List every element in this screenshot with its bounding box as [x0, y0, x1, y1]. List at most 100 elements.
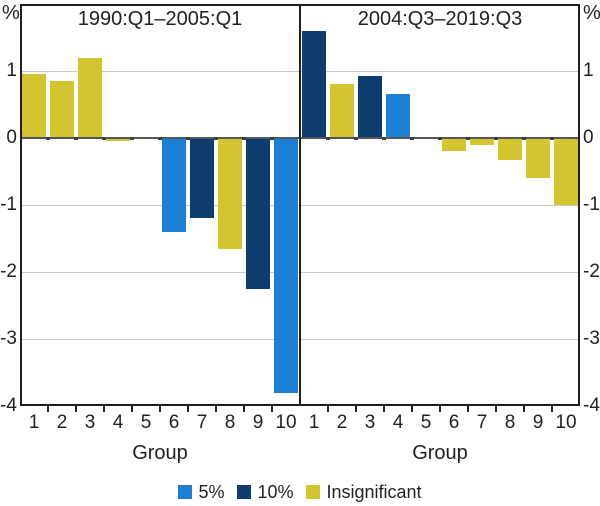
x-tick-label: 2	[56, 412, 68, 433]
x-tick-label: 10	[275, 412, 297, 433]
x-tick-label: 9	[252, 412, 264, 433]
x-tick-label: 5	[140, 412, 152, 433]
bar	[554, 138, 578, 205]
zero-axis-tick	[130, 136, 134, 140]
legend-swatch	[237, 485, 252, 499]
zero-axis-tick	[158, 136, 162, 140]
y-tick-label: -3	[583, 328, 600, 349]
zero-axis-tick	[102, 136, 106, 140]
zero-axis-tick	[242, 136, 246, 140]
bar	[190, 138, 214, 219]
bar	[162, 138, 186, 232]
legend-label: 5%	[198, 481, 225, 502]
legend-label: 10%	[257, 481, 294, 502]
zero-axis-tick	[382, 136, 386, 140]
y-tick-label: -4	[583, 395, 600, 416]
x-tick-label: 1	[28, 412, 40, 433]
bar	[106, 138, 130, 142]
panel-title-left: 1990:Q1–2005:Q1	[77, 8, 243, 30]
x-axis-tick	[159, 406, 161, 412]
bar	[330, 84, 354, 138]
zero-axis-tick	[550, 136, 554, 140]
x-axis-label-right: Group	[412, 442, 468, 464]
y-axis-unit-right: %	[583, 2, 600, 24]
zero-axis-tick	[186, 136, 190, 140]
bar	[302, 30, 326, 138]
legend-label: Insignificant	[326, 481, 422, 502]
y-tick-label: -1	[583, 194, 600, 215]
x-axis-tick	[271, 406, 273, 412]
x-tick-label: 4	[112, 412, 124, 433]
x-axis-tick	[355, 406, 357, 412]
y-tick-label: 1	[6, 60, 17, 81]
x-tick-label: 1	[308, 412, 320, 433]
x-axis-tick	[467, 406, 469, 412]
bar	[22, 74, 46, 138]
x-tick-label: 8	[224, 412, 236, 433]
zero-axis-tick	[410, 136, 414, 140]
y-tick-label: -3	[0, 328, 17, 349]
bar	[498, 138, 522, 161]
x-tick-label: 2	[336, 412, 348, 433]
x-axis-tick	[187, 406, 189, 412]
x-tick-label: 6	[168, 412, 180, 433]
panel-title-right: 2004:Q3–2019:Q3	[357, 8, 523, 30]
x-axis-label-left: Group	[132, 442, 188, 464]
bar	[470, 138, 494, 145]
x-tick-label: 7	[476, 412, 488, 433]
x-axis-tick	[523, 406, 525, 412]
y-tick-label: 0	[583, 127, 594, 148]
bar	[526, 138, 550, 179]
x-tick-label: 6	[448, 412, 460, 433]
y-tick-label: -2	[583, 261, 600, 282]
x-tick-label: 7	[196, 412, 208, 433]
x-tick-label: 9	[532, 412, 544, 433]
x-tick-label: 4	[392, 412, 404, 433]
x-axis-tick	[439, 406, 441, 412]
bar	[442, 138, 466, 152]
x-tick-label: 5	[420, 412, 432, 433]
x-axis-tick	[411, 406, 413, 412]
zero-axis-tick	[270, 136, 274, 140]
zero-axis-tick	[214, 136, 218, 140]
x-axis-tick	[243, 406, 245, 412]
bar	[78, 57, 102, 138]
zero-axis-tick	[326, 136, 330, 140]
bar	[218, 138, 242, 249]
zero-axis-tick	[438, 136, 442, 140]
bar	[386, 94, 410, 138]
bar	[274, 138, 298, 393]
x-axis-tick	[495, 406, 497, 412]
y-tick-label: 1	[583, 60, 594, 81]
zero-axis-tick	[466, 136, 470, 140]
bar	[358, 76, 382, 138]
y-tick-label: 0	[6, 127, 17, 148]
x-axis-tick	[103, 406, 105, 412]
zero-axis-tick	[354, 136, 358, 140]
legend-item: 5%	[178, 482, 224, 503]
x-tick-label: 8	[504, 412, 516, 433]
x-axis-tick	[75, 406, 77, 412]
y-tick-label: -1	[0, 194, 17, 215]
zero-axis-tick	[46, 136, 50, 140]
bar	[50, 81, 74, 138]
y-axis-unit-left: %	[2, 2, 20, 24]
x-tick-label: 10	[555, 412, 577, 433]
x-tick-label: 3	[84, 412, 96, 433]
x-axis-tick	[327, 406, 329, 412]
x-axis-tick	[551, 406, 553, 412]
y-tick-label: -4	[0, 395, 17, 416]
legend-swatch	[178, 485, 193, 499]
legend: 5% 10% Insignificant	[0, 481, 600, 503]
bar	[246, 138, 270, 289]
zero-axis-tick	[74, 136, 78, 140]
zero-axis-tick	[494, 136, 498, 140]
zero-axis-tick	[522, 136, 526, 140]
x-tick-label: 3	[364, 412, 376, 433]
x-axis-tick	[383, 406, 385, 412]
y-tick-label: -2	[0, 261, 17, 282]
x-axis-tick	[47, 406, 49, 412]
x-axis-tick	[215, 406, 217, 412]
legend-item: 10%	[237, 482, 293, 503]
